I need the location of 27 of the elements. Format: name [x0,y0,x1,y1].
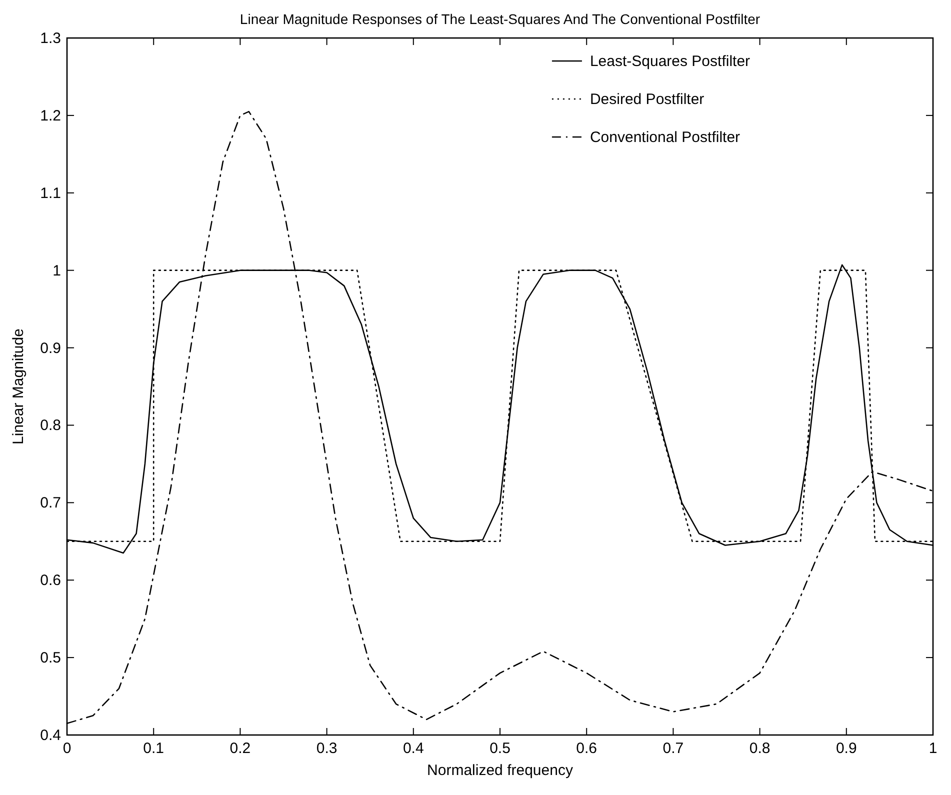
x-tick-label: 0.9 [836,740,857,757]
y-tick-label: 0.7 [40,494,61,512]
x-tick-label: 0.3 [316,740,338,757]
x-tick-label: 0.8 [749,740,770,757]
y-tick-label: 0.6 [40,572,61,590]
y-tick-label: 0.8 [40,417,61,434]
x-tick-label: 0.5 [490,740,510,757]
x-tick-label: 0.6 [576,740,598,757]
chart-title: Linear Magnitude Responses of The Least-Squares And The Conventional Postfilter [240,11,760,27]
x-tick-label: 0.7 [662,740,684,757]
y-tick-label: 1.1 [40,184,61,202]
y-tick-label: 1.3 [40,30,61,47]
y-axis-title: Linear Magnitude [10,328,27,444]
x-tick-label: 0.2 [230,740,251,757]
y-tick-label: 0.9 [40,340,61,357]
x-tick-label: 0.1 [143,740,164,757]
x-tick-label: 1 [928,740,938,757]
legend-label: Least-Squares Postfilter [590,53,750,70]
y-tick-label: 1 [52,262,61,280]
x-tick-label: 0.4 [402,740,424,757]
x-axis-title: Normalized frequency [427,762,574,779]
y-tick-label: 1.2 [40,107,61,124]
legend-label: Conventional Postfilter [590,129,740,146]
y-tick-label: 0.5 [40,650,61,667]
legend-label: Desired Postfilter [590,91,704,108]
y-tick-label: 0.4 [40,727,61,744]
x-tick-label: 0 [62,740,72,757]
